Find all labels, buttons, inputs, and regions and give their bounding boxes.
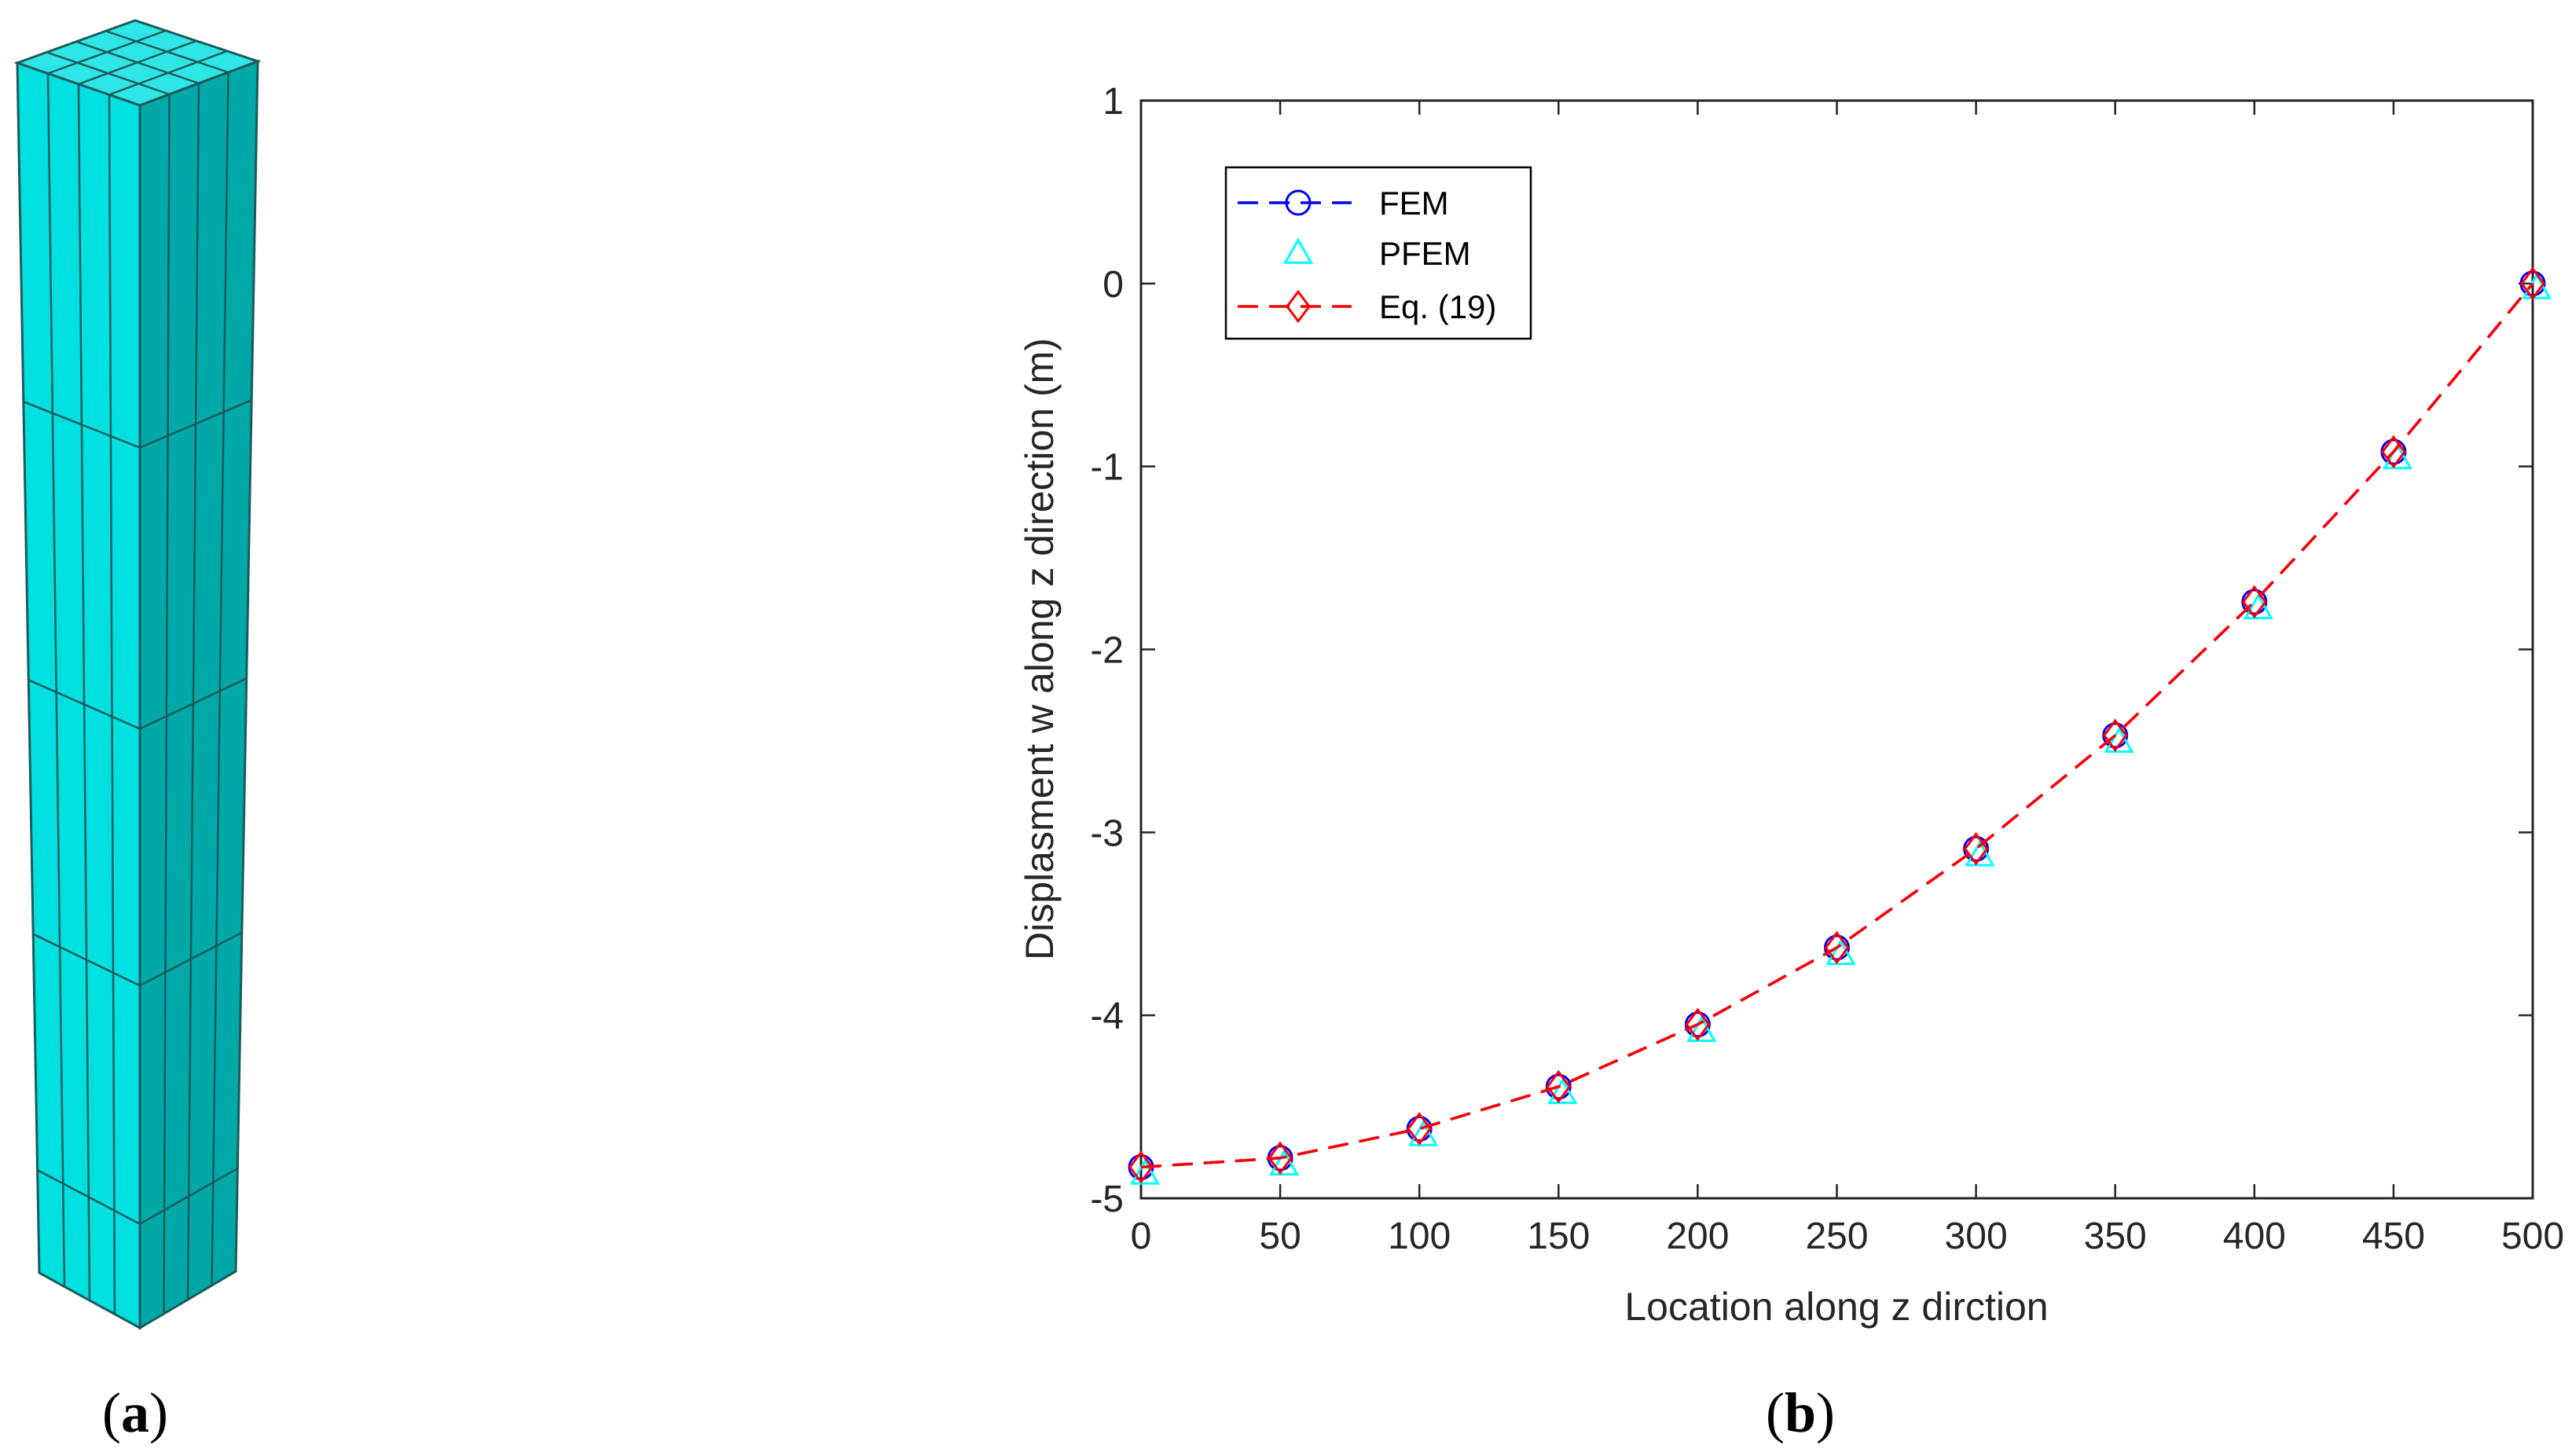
y-tick-label: -4 — [1090, 996, 1124, 1037]
mesh-level-line — [23, 399, 252, 449]
mesh-line — [163, 94, 171, 1315]
mesh-line — [186, 83, 200, 1300]
data-point — [2241, 585, 2267, 619]
data-point — [2520, 266, 2545, 301]
y-tick-label: -3 — [1090, 812, 1124, 854]
column-front-face — [16, 61, 141, 1330]
data-point — [1129, 1158, 1161, 1185]
x-tick-label: 100 — [1388, 1216, 1451, 1257]
data-point — [2104, 726, 2134, 754]
data-point — [1408, 1120, 1439, 1146]
series-layer — [1128, 266, 2552, 1185]
x-tick-label: 150 — [1527, 1216, 1590, 1257]
column-mesh-model — [13, 19, 262, 1330]
x-tick-label: 0 — [1131, 1216, 1152, 1257]
legend-label: PFEM — [1379, 235, 1471, 272]
x-tick-label: 350 — [2084, 1216, 2147, 1257]
y-tick-label: -2 — [1090, 630, 1124, 672]
mesh-line — [105, 30, 229, 74]
y-tick-label: 1 — [1103, 81, 1124, 123]
data-point — [1965, 840, 1995, 867]
y-tick-label: 0 — [1103, 264, 1124, 306]
mesh-lines — [23, 29, 252, 1315]
x-tick-label: 200 — [1666, 1216, 1729, 1257]
legend-marker — [1285, 189, 1312, 216]
legend-marker — [1282, 237, 1314, 264]
legend-entry: FEM — [1238, 185, 1449, 222]
mesh-level-line — [32, 931, 243, 987]
displacement-chart: 0 50 100 150 200 250 300 350 400 450 500 1 0 -1 -2 -3 -… — [1018, 81, 2564, 1329]
data-point — [2382, 442, 2412, 470]
legend-entry: PFEM — [1282, 235, 1471, 272]
data-point — [2102, 718, 2128, 753]
x-tick-label: 250 — [1805, 1216, 1868, 1257]
mesh-line — [108, 94, 116, 1315]
data-point — [2380, 435, 2406, 469]
data-point — [1128, 1150, 1154, 1184]
panel-label-b: (b) — [1766, 1381, 1835, 1444]
x-tick-label: 300 — [1945, 1216, 2008, 1257]
y-axis-title: Displasment w along z direction (m) — [1018, 338, 1062, 960]
legend-label: FEM — [1379, 185, 1449, 222]
x-tick-label: 400 — [2223, 1216, 2286, 1257]
x-tick-label: 50 — [1259, 1216, 1301, 1257]
legend-entry: Eq. (19) — [1238, 288, 1496, 325]
legend-marker — [1286, 289, 1311, 324]
legend: FEM PFEM Eq. (19) — [1224, 166, 1532, 340]
x-axis-title: Location along z dirction — [1624, 1285, 2048, 1329]
series-eq-19 — [1128, 266, 2545, 1184]
y-axis: 1 0 -1 -2 -3 -4 -5 — [1090, 81, 2533, 1220]
data-point — [1685, 1007, 1711, 1042]
y-tick-label: -1 — [1090, 447, 1124, 489]
x-axis: 0 50 100 150 200 250 300 350 400 450 500 — [1131, 101, 2564, 1257]
x-tick-label: 450 — [2362, 1216, 2425, 1257]
legend-box — [1224, 166, 1532, 340]
data-point — [1963, 832, 1989, 866]
data-point — [1824, 930, 1850, 965]
mesh-line — [77, 83, 91, 1301]
mesh-level-line — [28, 677, 248, 730]
legend-label: Eq. (19) — [1379, 288, 1496, 325]
mesh-line — [108, 50, 228, 96]
column-side-face — [138, 59, 259, 1330]
panel-label-a: (a) — [102, 1381, 168, 1444]
data-point — [1268, 1141, 1293, 1175]
data-point — [1825, 938, 1856, 966]
mesh-level-line — [37, 1168, 238, 1226]
y-tick-label: -5 — [1090, 1179, 1124, 1220]
mesh-line — [46, 73, 66, 1287]
data-point — [1686, 1015, 1717, 1043]
data-point — [1269, 1149, 1300, 1175]
data-point — [1546, 1069, 1572, 1104]
mesh-line — [75, 40, 200, 85]
data-point — [1407, 1112, 1433, 1146]
data-point — [2243, 592, 2273, 620]
data-point — [1547, 1077, 1578, 1105]
x-tick-label: 500 — [2501, 1216, 2564, 1257]
mesh-line — [211, 72, 229, 1286]
series-line — [1140, 282, 2534, 1169]
